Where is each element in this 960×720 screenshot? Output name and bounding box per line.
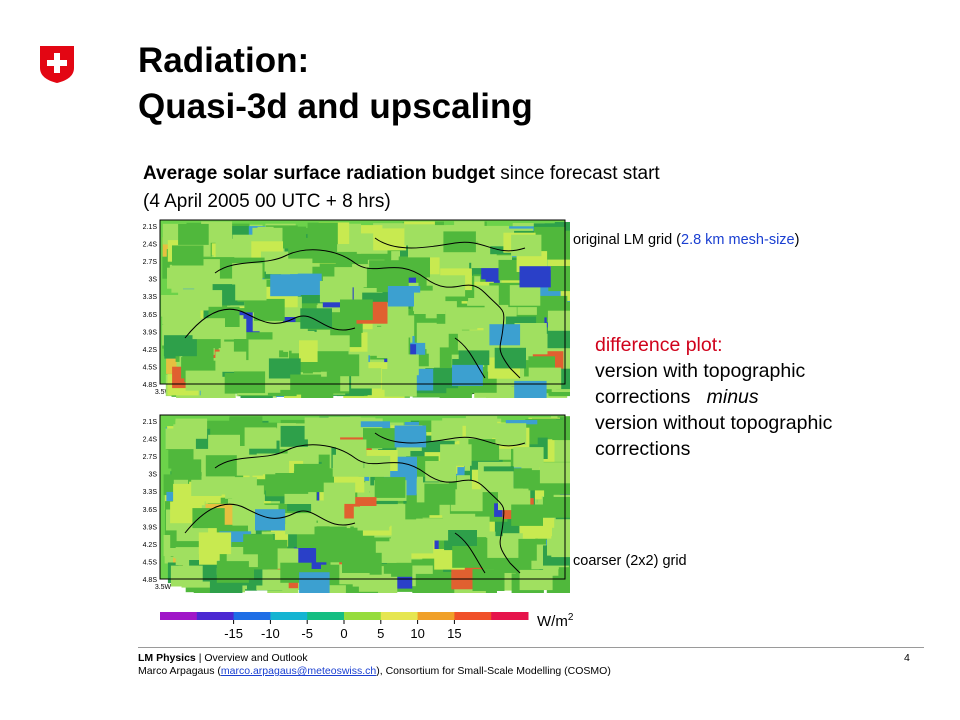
difference-line-4: corrections — [595, 438, 691, 460]
colorbar-tick-label: 15 — [447, 626, 461, 641]
map-y-tick-label: 3.3S — [143, 489, 158, 496]
map-y-tick-label: 3.3S — [143, 294, 158, 301]
map-y-tick-label: 3S — [148, 472, 157, 479]
map-y-tick-label: 2.4S — [143, 437, 158, 444]
difference-line-2a: corrections — [595, 386, 691, 408]
map-y-tick-label: 4.2S — [143, 347, 158, 354]
map-x-tick-label: 3.5W — [155, 584, 172, 591]
colorbar-swatch — [270, 612, 308, 620]
colorbar-swatch — [233, 612, 271, 620]
colorbar-legend: -15 -10 -5 0 5 10 15 W/m2 — [160, 612, 574, 641]
colorbar-swatch — [196, 612, 235, 620]
footer-email-link[interactable]: marco.arpagaus@meteoswiss.ch — [220, 665, 377, 677]
colorbar-swatch — [454, 612, 492, 620]
map-y-tick-label: 4.8S — [143, 577, 158, 584]
map-y-tick-label: 2.1S — [143, 224, 158, 231]
colorbar-swatch — [417, 612, 455, 620]
subtitle-bold: Average solar surface radiation budget — [143, 163, 495, 184]
radiation-map-original-grid: 2.1S 2.4S 2.7S 3S 3.3S 3.6S 3.9S 4.2S 4.5S 4.8S 3… — [143, 219, 570, 398]
label-original-suffix: ) — [794, 232, 800, 248]
map-x-tick-label: 3.5W — [155, 389, 172, 396]
map-y-tick-label: 4.5S — [143, 559, 158, 566]
footer-divider — [138, 647, 924, 648]
map-y-tick-label: 2.4S — [143, 242, 158, 249]
colorbar-ticks: -15 -10 -5 0 5 10 15 — [224, 620, 462, 641]
radiation-map-coarser-grid: 2.1S 2.4S 2.7S 3S 3.3S 3.6S 3.9S 4.2S 4.5S 4.8S 3… — [143, 414, 570, 593]
difference-line-3: version without topographic — [595, 412, 833, 434]
colorbar-tick-label: -15 — [224, 626, 243, 641]
map-y-tick-label: 3.6S — [143, 312, 158, 319]
footer-section-bold: LM Physics — [138, 652, 196, 664]
colorbar-swatch — [344, 612, 382, 620]
difference-minus: minus — [706, 386, 759, 408]
label-original-prefix: original LM grid ( — [573, 232, 681, 248]
map-y-tick-label: 3.6S — [143, 507, 158, 514]
difference-heading: difference plot: — [595, 334, 723, 356]
colorbar-tick-label: -10 — [261, 626, 280, 641]
map-y-axis: 2.1S 2.4S 2.7S 3S 3.3S 3.6S 3.9S 4.2S 4.5S 4.8S — [143, 224, 158, 389]
colorbar-swatch — [491, 612, 529, 620]
colorbar-swatch — [160, 612, 198, 620]
footer-author: Marco Arpagaus ( — [138, 665, 221, 677]
colorbar-tick-label: 0 — [340, 626, 347, 641]
colorbar-swatch — [307, 612, 345, 620]
map-y-tick-label: 2.1S — [143, 419, 158, 426]
map-y-tick-label: 4.2S — [143, 542, 158, 549]
colorbar-swatch — [380, 612, 419, 620]
slide-title: Radiation: Quasi-3d and upscaling — [138, 38, 533, 130]
swiss-cross-logo-icon — [40, 46, 74, 83]
label-coarser-grid: coarser (2x2) grid — [573, 553, 687, 569]
subtitle-rest: since forecast start — [494, 163, 660, 184]
map-y-tick-label: 3S — [148, 277, 157, 284]
label-mesh-size: 2.8 km mesh-size — [681, 232, 795, 248]
subtitle-line-2: (4 April 2005 00 UTC + 8 hrs) — [143, 191, 391, 212]
slide-subtitle: Average solar surface radiation budget s… — [143, 160, 660, 216]
footer: LM Physics | Overview and Outlook Marco … — [138, 652, 611, 678]
colorbar-tick-label: 5 — [377, 626, 384, 641]
difference-line-1: version with topographic — [595, 360, 806, 382]
colorbar-tick-label: -5 — [301, 626, 313, 641]
title-line-2: Quasi-3d and upscaling — [138, 87, 533, 126]
colorbar-tick-label: 10 — [410, 626, 424, 641]
colorbar-unit: W/m2 — [537, 612, 574, 630]
footer-after: ), Consortium for Small-Scale Modelling … — [376, 665, 611, 677]
title-line-1: Radiation: — [138, 41, 310, 80]
map-y-tick-label: 2.7S — [143, 454, 158, 461]
difference-plot-note: difference plot: version with topographi… — [595, 332, 832, 462]
map-y-tick-label: 2.7S — [143, 259, 158, 266]
label-original-grid: original LM grid (2.8 km mesh-size) — [573, 232, 799, 248]
map-y-tick-label: 4.5S — [143, 364, 158, 371]
footer-section: | Overview and Outlook — [195, 652, 308, 664]
map-y-axis: 2.1S 2.4S 2.7S 3S 3.3S 3.6S 3.9S 4.2S 4.5S 4.8S — [143, 419, 158, 584]
colorbar-swatches — [160, 612, 529, 620]
page-number: 4 — [904, 652, 910, 664]
map-y-tick-label: 4.8S — [143, 382, 158, 389]
map-y-tick-label: 3.9S — [143, 524, 158, 531]
map-y-tick-label: 3.9S — [143, 329, 158, 336]
